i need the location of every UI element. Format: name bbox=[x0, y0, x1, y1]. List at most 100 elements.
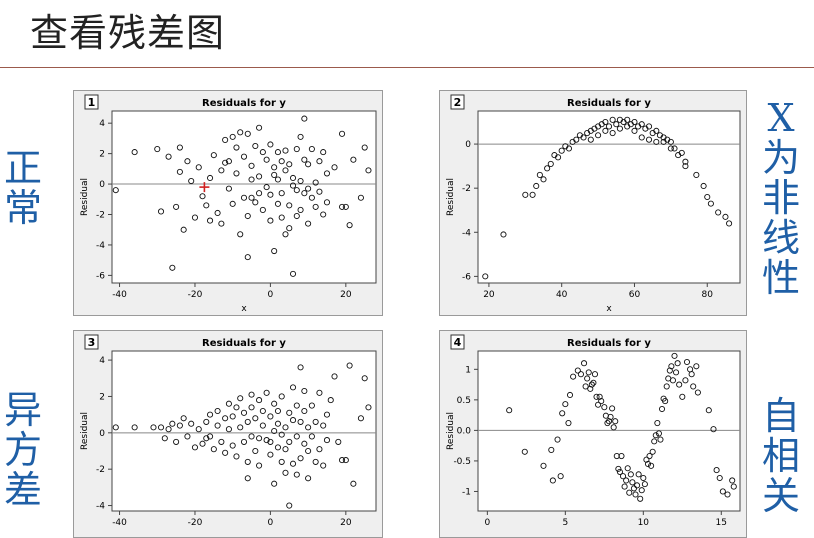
residual-point bbox=[584, 375, 591, 382]
residual-point bbox=[616, 468, 623, 475]
residual-point bbox=[585, 369, 592, 376]
residual-point bbox=[244, 254, 251, 261]
residual-point bbox=[259, 407, 266, 415]
residual-point bbox=[191, 214, 199, 221]
residual-point bbox=[683, 358, 691, 366]
residual-point bbox=[566, 391, 574, 399]
residual-point bbox=[357, 194, 364, 201]
residual-point bbox=[150, 424, 157, 431]
residual-point bbox=[595, 401, 602, 408]
residual-point bbox=[305, 185, 312, 192]
residual-point bbox=[342, 457, 349, 464]
residual-point bbox=[173, 203, 180, 210]
x-tick-label: 20 bbox=[483, 290, 495, 300]
residual-point bbox=[609, 130, 616, 137]
residual-point bbox=[203, 202, 210, 209]
residual-point bbox=[229, 200, 236, 207]
residual-point bbox=[574, 367, 581, 374]
residual-point bbox=[252, 415, 259, 422]
residual-point bbox=[365, 404, 372, 411]
residual-point bbox=[715, 209, 722, 216]
residual-point bbox=[301, 156, 308, 163]
residual-point bbox=[305, 424, 312, 431]
residual-point bbox=[131, 424, 138, 431]
residual-point bbox=[289, 270, 297, 277]
residual-point bbox=[619, 473, 627, 480]
residual-point bbox=[626, 489, 633, 496]
y-tick-label: -4 bbox=[96, 241, 105, 251]
residual-point bbox=[286, 202, 293, 209]
residual-point bbox=[598, 398, 605, 405]
residual-point bbox=[616, 125, 623, 132]
residual-point bbox=[233, 144, 240, 151]
residual-point bbox=[176, 168, 183, 175]
residual-point bbox=[624, 465, 631, 472]
residual-point bbox=[577, 371, 584, 378]
side-label-char: X bbox=[767, 96, 795, 140]
residual-point bbox=[233, 453, 240, 460]
residual-point bbox=[218, 438, 225, 445]
residual-point bbox=[301, 407, 308, 415]
residual-point bbox=[274, 420, 281, 427]
y-tick-label: 4 bbox=[99, 356, 105, 366]
residual-point bbox=[248, 176, 255, 183]
residual-point bbox=[559, 410, 566, 417]
residual-point bbox=[237, 424, 244, 431]
residual-point bbox=[218, 220, 225, 227]
residual-point bbox=[645, 123, 653, 130]
residual-point bbox=[157, 208, 165, 215]
residual-point bbox=[693, 171, 700, 178]
residual-point bbox=[184, 433, 191, 440]
residual-point bbox=[570, 373, 577, 380]
y-tick-label: 1 bbox=[465, 365, 471, 375]
residual-point bbox=[293, 146, 300, 153]
residual-point bbox=[222, 136, 229, 143]
residual-point bbox=[293, 402, 300, 409]
residual-point bbox=[320, 422, 327, 429]
side-label-char: 相 bbox=[761, 434, 800, 478]
residual-point bbox=[305, 447, 312, 455]
residual-point bbox=[165, 426, 172, 433]
residual-point bbox=[237, 231, 244, 238]
residual-point bbox=[587, 136, 594, 143]
residual-point bbox=[282, 469, 289, 476]
residual-point bbox=[176, 422, 183, 429]
residual-point bbox=[154, 146, 161, 153]
residual-point bbox=[716, 474, 723, 482]
y-tick-label: -1 bbox=[462, 487, 471, 497]
residual-point bbox=[651, 438, 658, 445]
residual-point bbox=[312, 418, 319, 425]
residual-point bbox=[278, 431, 285, 438]
side-label-char: 方 bbox=[3, 428, 42, 472]
residual-point bbox=[267, 438, 274, 445]
plot-frame bbox=[477, 110, 741, 284]
residual-point bbox=[316, 158, 323, 165]
residual-point bbox=[522, 191, 529, 198]
residual-point bbox=[210, 152, 217, 159]
residual-point bbox=[331, 373, 338, 380]
residual-point bbox=[629, 479, 636, 486]
residual-point bbox=[671, 352, 678, 359]
residual-point bbox=[184, 158, 191, 165]
x-tick-label: -40 bbox=[112, 518, 127, 528]
residual-point bbox=[188, 177, 195, 185]
residual-point bbox=[271, 164, 278, 171]
residual-point bbox=[558, 147, 565, 154]
residual-point bbox=[244, 418, 251, 425]
residual-point bbox=[646, 452, 653, 460]
y-tick-label: 0 bbox=[465, 140, 471, 150]
residual-point bbox=[674, 360, 681, 367]
residual-point bbox=[248, 433, 255, 440]
residual-point bbox=[562, 401, 569, 408]
side-label-char: 性 bbox=[761, 256, 800, 300]
residual-point bbox=[565, 420, 572, 427]
residual-point bbox=[654, 420, 661, 427]
y-tick-label: 2 bbox=[99, 150, 105, 160]
residual-point bbox=[195, 164, 202, 171]
residual-point bbox=[653, 138, 660, 145]
residual-point bbox=[615, 465, 622, 472]
residual-point bbox=[609, 116, 616, 123]
